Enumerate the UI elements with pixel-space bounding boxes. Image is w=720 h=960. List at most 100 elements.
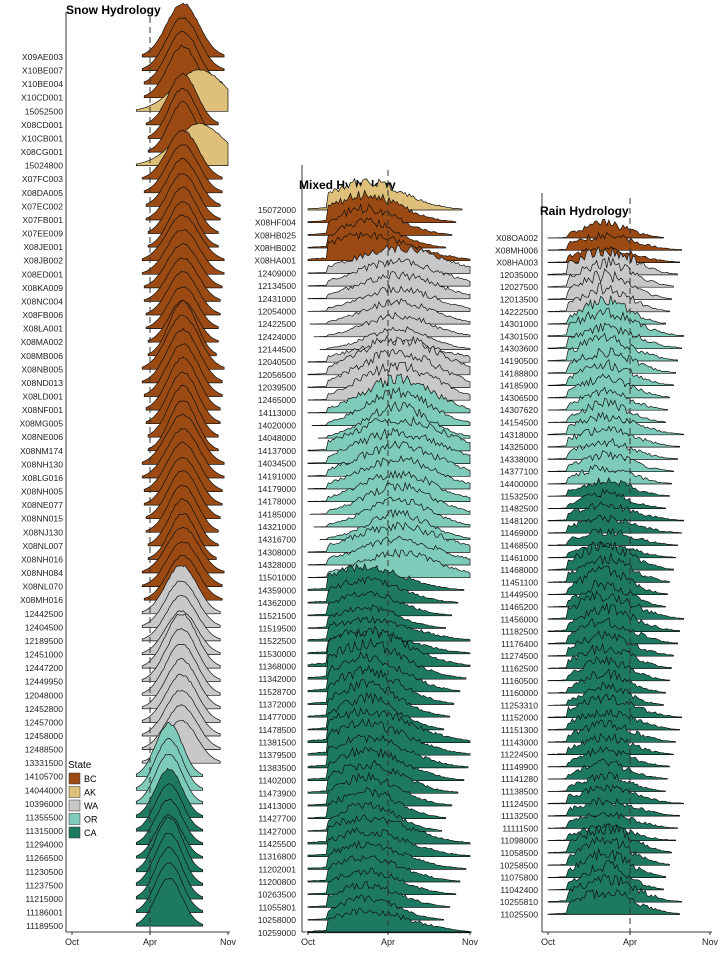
station-label: 12039500 [258,383,296,393]
station-label: 12431000 [258,294,296,304]
station-label: 12442500 [25,609,63,619]
x-tick-label: Nov [462,937,479,947]
ridge-11132500 [547,797,680,817]
station-label: 11224500 [500,750,538,760]
station-label: 11342000 [258,674,296,684]
ridge-14321000 [313,496,471,528]
station-label: 14020000 [258,421,296,431]
station-label: X08HB002 [254,243,296,253]
station-label: 14113000 [258,408,296,418]
station-label: 11266500 [25,853,63,863]
station-label: 14316700 [258,535,296,545]
station-label: X08NC004 [21,296,63,306]
ridge-11143000 [547,719,676,743]
station-label: 11202001 [258,864,296,874]
station-label: X08CG001 [20,147,63,157]
ridge-11149900 [547,746,670,768]
ridges [307,177,471,934]
station-label: X08NF001 [22,405,63,415]
ridge-11025500 [547,888,680,915]
station-label: X07FC003 [22,174,63,184]
ridge-14307620 [547,386,668,411]
station-label: 14318000 [500,430,538,440]
station-label: 11521500 [258,611,296,621]
ridge-10255810 [547,874,682,903]
station-label: 14303600 [500,344,538,354]
station-label: X08NN015 [21,514,63,524]
ridge-11141280 [547,758,668,780]
ridge-11456000 [547,590,685,620]
station-label: 11355500 [25,813,63,823]
station-label: X08MA002 [20,337,63,347]
ridge-11055801 [307,881,451,908]
station-label: 12488500 [25,745,63,755]
station-label: X08DA005 [21,188,63,198]
station-label: 14048000 [258,433,296,443]
station-label: 12452800 [25,704,63,714]
station-label: X08MB006 [20,351,63,361]
station-label: 11473900 [258,788,296,798]
station-label: 11481200 [500,516,538,526]
station-label: 12422500 [258,319,296,329]
station-label: 14325000 [500,442,538,452]
station-label: X08JB002 [23,256,63,266]
station-label: 10258500 [500,860,538,870]
ridge-10259000 [307,908,471,934]
station-label: 14362000 [258,598,296,608]
station-label: 10255810 [500,897,538,907]
station-label: 12447200 [25,663,63,673]
station-label: 14185000 [258,509,296,519]
station-label: 12134500 [258,281,296,291]
station-label: X08KA009 [22,283,63,293]
ridge-11482500 [547,488,666,509]
ridge-11200800 [307,854,461,883]
station-label: 12457000 [25,717,63,727]
station-label: X08FB006 [22,310,63,320]
station-label: 11160000 [501,688,538,698]
ridge-12027500 [547,256,674,288]
station-label: 14377100 [500,467,538,477]
station-label: X08NJ130 [23,527,63,537]
ridge-11449500 [547,565,668,596]
ridge-12424000 [313,311,471,338]
ridge-11111500 [547,811,678,829]
station-label: 14185900 [500,381,538,391]
station-label: 14321000 [258,522,296,532]
ridge-12054000 [307,284,471,312]
ridge-12409000 [307,244,471,274]
station-label: 12056500 [258,370,296,380]
station-label: 15052500 [25,106,63,116]
snow-hydrology-panel: Snow Hydrology X09AE003 X10BE007 X10BE004 X1… [20,2,236,947]
station-label: 14307620 [500,405,538,415]
station-label: X08NE077 [21,500,63,510]
ridge-11058500 [547,823,672,854]
legend-label: OR [84,815,98,825]
station-label: X08HA001 [254,256,296,266]
station-label: 13331500 [25,758,63,768]
station-label: X08JE001 [23,242,63,252]
station-label: 10263500 [258,890,296,900]
legend: State BC AK WA OR CA [68,760,98,839]
station-label: 11237500 [25,880,63,890]
ridge-11189500 [135,878,204,927]
station-label: 11253310 [500,700,538,710]
station-label: 11468500 [500,541,538,551]
station-label: 14308000 [258,547,296,557]
station-label: X08LD001 [22,392,63,402]
station-label: 14191000 [258,471,296,481]
station-label: 12404500 [25,622,63,632]
station-label: X08MH006 [495,245,538,255]
station-label: 14137000 [258,446,296,456]
station-label: 11402000 [258,776,296,786]
ridge-11124500 [547,784,685,805]
legend-title: State [68,760,92,771]
ridge-11468500 [547,527,678,546]
station-label: 12424000 [258,332,296,342]
station-label: 11478500 [258,725,296,735]
station-label: 14188800 [500,368,538,378]
station-label: 12449950 [25,677,63,687]
station-label: 12189500 [25,636,63,646]
station-label: 12054000 [258,306,296,316]
station-label: X08HF004 [255,218,296,228]
station-label: 11315000 [25,826,63,836]
